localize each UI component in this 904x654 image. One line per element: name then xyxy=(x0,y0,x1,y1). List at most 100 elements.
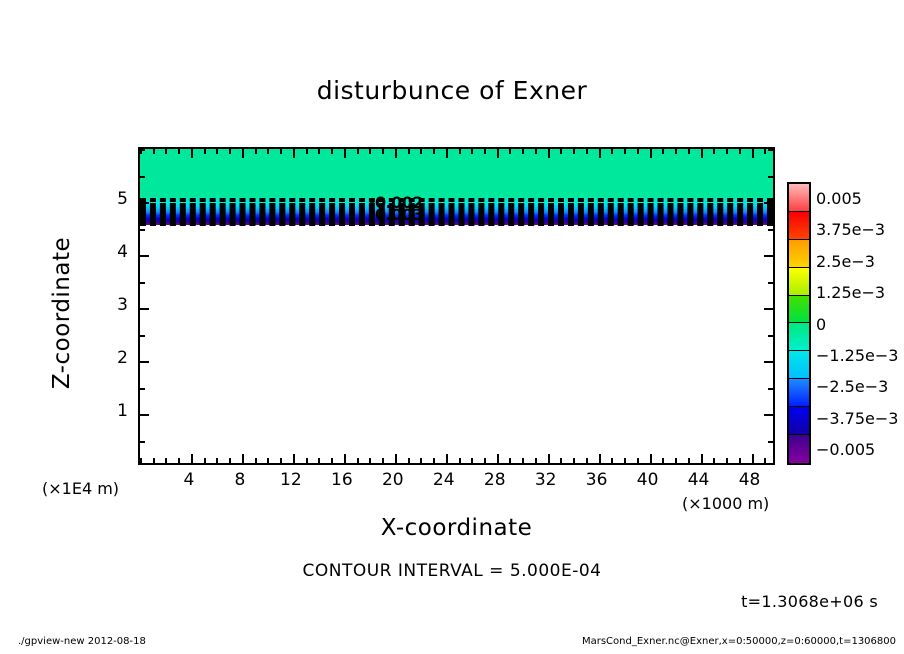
axis-tick xyxy=(382,149,385,154)
colorbar-tick-label: 1.25e−3 xyxy=(816,283,886,303)
axis-tick xyxy=(768,149,773,151)
axis-tick xyxy=(420,458,423,463)
axis-tick xyxy=(547,454,550,463)
contour-line xyxy=(140,207,773,210)
y-tick-label: 1 xyxy=(117,401,128,421)
axis-tick xyxy=(292,454,295,463)
colorbar-tick-label: 0.005 xyxy=(816,188,862,208)
colorbar-band xyxy=(789,267,809,296)
axis-tick xyxy=(433,149,436,154)
axis-tick xyxy=(140,149,145,151)
axis-tick xyxy=(768,281,773,284)
axis-tick xyxy=(713,458,716,463)
axis-tick xyxy=(140,149,142,154)
axis-tick xyxy=(343,149,346,158)
x-axis-title: X-coordinate xyxy=(380,515,533,541)
axis-tick xyxy=(585,458,588,463)
contour-line xyxy=(140,220,773,223)
axis-tick xyxy=(751,454,754,463)
axis-tick xyxy=(331,458,334,463)
axis-tick xyxy=(318,458,321,463)
contour-line xyxy=(140,209,773,212)
axis-tick xyxy=(241,149,244,158)
axis-tick xyxy=(140,458,142,463)
axis-tick xyxy=(509,149,512,154)
axis-tick xyxy=(534,149,537,154)
colorbar-tick-label: 0 xyxy=(816,314,827,334)
axis-tick xyxy=(140,281,145,284)
axis-tick xyxy=(662,458,665,463)
axis-tick xyxy=(165,149,168,154)
axis-tick xyxy=(458,149,461,154)
axis-tick xyxy=(560,149,563,154)
footer-command-text: ./gpview-new 2012-08-18 xyxy=(18,636,146,647)
x-tick-label: 24 xyxy=(432,470,455,490)
axis-tick xyxy=(382,458,385,463)
axis-tick xyxy=(254,458,257,463)
colorbar-band xyxy=(789,211,809,240)
axis-tick xyxy=(280,149,283,154)
axis-tick xyxy=(768,228,773,231)
x-tick-label: 32 xyxy=(534,470,557,490)
axis-tick xyxy=(624,458,627,463)
contour-band xyxy=(140,224,773,463)
axis-tick xyxy=(700,454,703,463)
x-tick-label: 36 xyxy=(585,470,608,490)
axis-tick xyxy=(768,175,773,178)
colorbar-tick-label: −1.25e−3 xyxy=(816,345,899,365)
axis-tick xyxy=(675,458,678,463)
axis-tick xyxy=(509,458,512,463)
axis-tick xyxy=(280,458,283,463)
axis-tick xyxy=(318,149,321,154)
contour-value-label: -0.003 xyxy=(368,204,424,224)
colorbar-tick-label: −3.75e−3 xyxy=(816,408,899,428)
axis-tick xyxy=(331,149,334,154)
y-axis-unit-label: (×1E4 m) xyxy=(42,479,120,498)
axis-tick xyxy=(649,149,652,158)
axis-tick xyxy=(140,175,145,178)
axis-tick xyxy=(292,149,295,158)
y-axis-title: Z-coordinate xyxy=(49,236,75,390)
axis-tick xyxy=(700,149,703,158)
axis-tick xyxy=(241,454,244,463)
plot-area: -0.002 -0.003 xyxy=(138,147,775,465)
axis-tick xyxy=(140,414,149,416)
axis-tick xyxy=(394,149,397,158)
axis-tick xyxy=(522,149,525,154)
axis-tick xyxy=(675,149,678,154)
axis-tick xyxy=(229,149,232,154)
axis-tick xyxy=(140,255,149,257)
contour-band xyxy=(140,149,773,199)
axis-tick xyxy=(573,458,576,463)
contour-line xyxy=(140,219,773,222)
axis-tick xyxy=(738,458,741,463)
time-annotation: t=1.3068e+06 s xyxy=(741,592,878,611)
axis-tick xyxy=(190,454,193,463)
axis-tick xyxy=(140,202,149,204)
contour-line xyxy=(140,206,773,209)
axis-tick xyxy=(356,149,359,154)
contour-line xyxy=(140,215,773,218)
axis-tick xyxy=(547,149,550,158)
y-tick-label: 2 xyxy=(117,348,128,368)
contour-line xyxy=(140,213,773,216)
colorbar xyxy=(787,182,811,465)
contour-fill-layer: -0.002 -0.003 xyxy=(140,149,773,463)
x-tick-label: 12 xyxy=(280,470,302,490)
axis-tick xyxy=(152,149,155,154)
contour-line xyxy=(140,200,773,203)
axis-tick xyxy=(254,149,257,154)
axis-tick xyxy=(768,440,773,443)
axis-tick xyxy=(598,149,601,158)
axis-tick xyxy=(764,149,767,154)
colorbar-tick-label: 2.5e−3 xyxy=(816,251,875,271)
contour-line xyxy=(140,221,773,224)
axis-tick xyxy=(140,308,149,310)
axis-tick xyxy=(560,458,563,463)
axis-tick xyxy=(216,149,219,154)
contour-value-label: -0.002 xyxy=(368,193,424,212)
contour-line xyxy=(140,223,773,226)
axis-tick xyxy=(305,149,308,154)
x-axis-unit-label: (×1000 m) xyxy=(682,494,770,513)
contour-line xyxy=(140,212,773,215)
